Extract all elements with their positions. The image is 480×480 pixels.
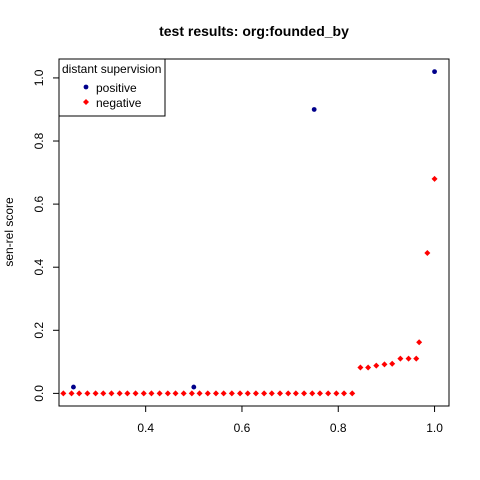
legend-marker-negative: [83, 99, 89, 105]
negative-point: [220, 390, 227, 397]
negative-point: [285, 390, 292, 397]
y-axis: 0.0 0.2 0.4 0.6 0.8 1.0: [32, 69, 59, 402]
negative-point: [268, 390, 275, 397]
negative-point: [333, 390, 340, 397]
positive-point: [71, 384, 76, 390]
y-axis-label: sen-rel score: [2, 197, 16, 267]
negative-point: [365, 364, 372, 371]
negative-point: [76, 390, 83, 397]
x-tick-label: 1.0: [426, 421, 443, 435]
y-tick-label: 0.6: [32, 195, 46, 212]
positive-point: [311, 107, 317, 112]
negative-point: [301, 390, 308, 397]
negative-point: [381, 361, 388, 368]
negative-point: [424, 250, 431, 257]
negative-point: [116, 390, 123, 397]
x-tick-label: 0.4: [137, 421, 154, 435]
negative-point: [389, 360, 396, 367]
y-tick-label: 0.8: [32, 132, 46, 149]
negative-point: [341, 390, 348, 397]
negative-point: [132, 390, 139, 397]
negative-point: [204, 390, 211, 397]
negative-point: [140, 390, 147, 397]
negative-point: [188, 390, 195, 397]
negative-point: [148, 390, 155, 397]
negative-point: [405, 355, 412, 362]
negative-point: [416, 339, 423, 346]
data-points: [60, 69, 438, 397]
negative-point: [228, 390, 235, 397]
negative-point: [252, 390, 259, 397]
negative-point: [292, 390, 299, 397]
negative-point: [172, 390, 179, 397]
y-tick-label: 0.0: [32, 385, 46, 402]
negative-point: [431, 175, 438, 182]
positive-point: [432, 69, 437, 75]
negative-point: [309, 390, 316, 397]
negative-point: [244, 390, 251, 397]
y-tick-label: 0.4: [32, 259, 46, 276]
y-tick-label: 1.0: [32, 69, 46, 86]
negative-point: [92, 390, 99, 397]
negative-point: [349, 390, 356, 397]
negative-point: [84, 390, 91, 397]
x-tick-label: 0.8: [330, 421, 347, 435]
negative-point: [261, 390, 268, 397]
legend-title: distant supervision: [62, 62, 161, 76]
negative-point: [100, 390, 107, 397]
negative-point: [237, 390, 244, 397]
negative-point: [316, 390, 323, 397]
legend-marker-positive: [83, 84, 89, 90]
legend-box: [58, 58, 166, 117]
negative-point: [60, 390, 67, 397]
positive-point: [191, 384, 197, 390]
negative-point: [156, 390, 163, 397]
legend-label-negative: negative: [96, 96, 142, 110]
negative-point: [180, 390, 187, 397]
negative-point: [124, 390, 131, 397]
y-tick-label: 0.2: [32, 322, 46, 339]
negative-point: [196, 390, 203, 397]
x-tick-label: 0.6: [234, 421, 251, 435]
chart-title: test results: org:founded_by: [159, 23, 349, 39]
negative-point: [277, 390, 283, 397]
plot-frame: [58, 58, 450, 407]
negative-point: [397, 355, 404, 362]
x-axis: 0.4 0.6 0.8 1.0: [137, 406, 443, 435]
negative-point: [212, 390, 219, 397]
negative-point: [108, 390, 115, 397]
negative-point: [413, 355, 420, 362]
negative-point: [373, 362, 380, 369]
negative-point: [357, 364, 364, 371]
negative-point: [68, 390, 75, 397]
negative-point: [164, 390, 171, 397]
negative-point: [325, 390, 332, 397]
legend-label-positive: positive: [96, 81, 137, 95]
